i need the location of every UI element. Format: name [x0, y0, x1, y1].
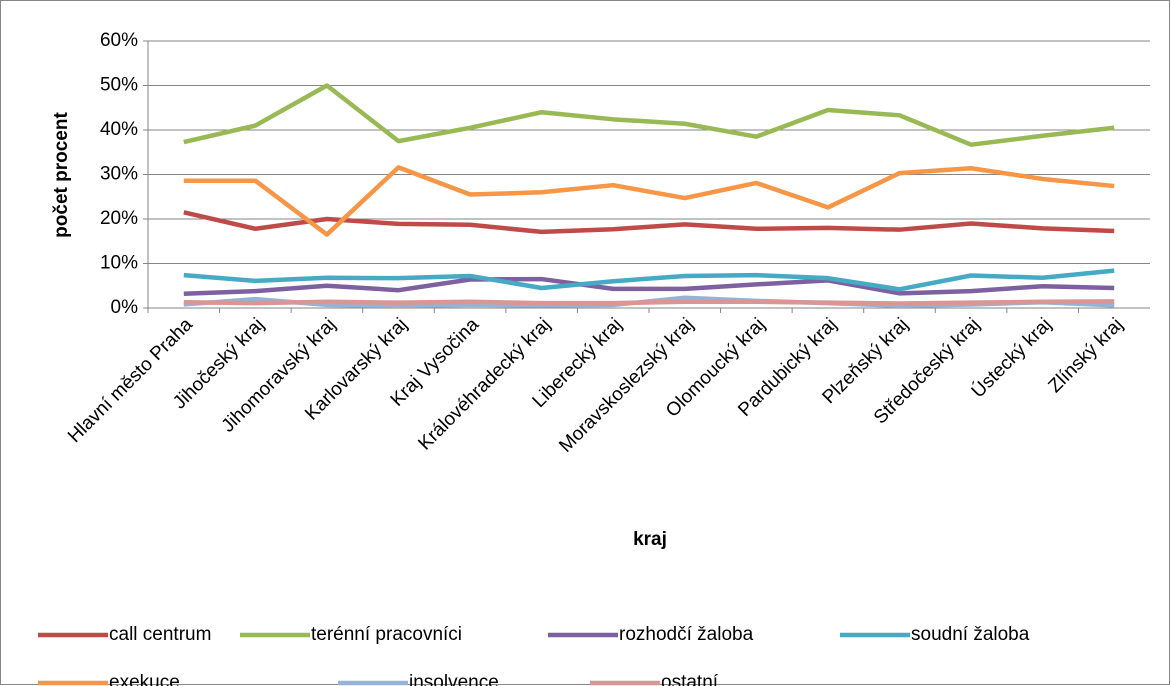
y-tick-label: 20% [100, 208, 138, 229]
series-line [183, 165, 1115, 237]
y-tick-label: 0% [111, 297, 139, 318]
legend-label: exekuce [109, 672, 180, 686]
legend-label: terénní pracovníci [311, 624, 462, 645]
x-axis-title: kraj [633, 529, 667, 550]
series-line [183, 268, 1115, 292]
series-line [183, 83, 1115, 147]
legend-label: ostatní [661, 672, 719, 686]
y-tick-label: 60% [100, 30, 138, 51]
legend-label: soudní žaloba [911, 624, 1030, 645]
series-line [183, 299, 1115, 306]
legend-label: insolvence [409, 672, 499, 686]
series-line [183, 276, 1115, 297]
legend-label: call centrum [109, 624, 211, 645]
y-tick-label: 30% [100, 164, 138, 185]
series-line [183, 210, 1115, 235]
legend-label: rozhodčí žaloba [619, 624, 754, 645]
y-tick-label: 50% [100, 75, 138, 96]
y-tick-label: 40% [100, 119, 138, 140]
y-axis-title: počet procent [51, 112, 72, 238]
y-tick-label: 10% [100, 253, 138, 274]
